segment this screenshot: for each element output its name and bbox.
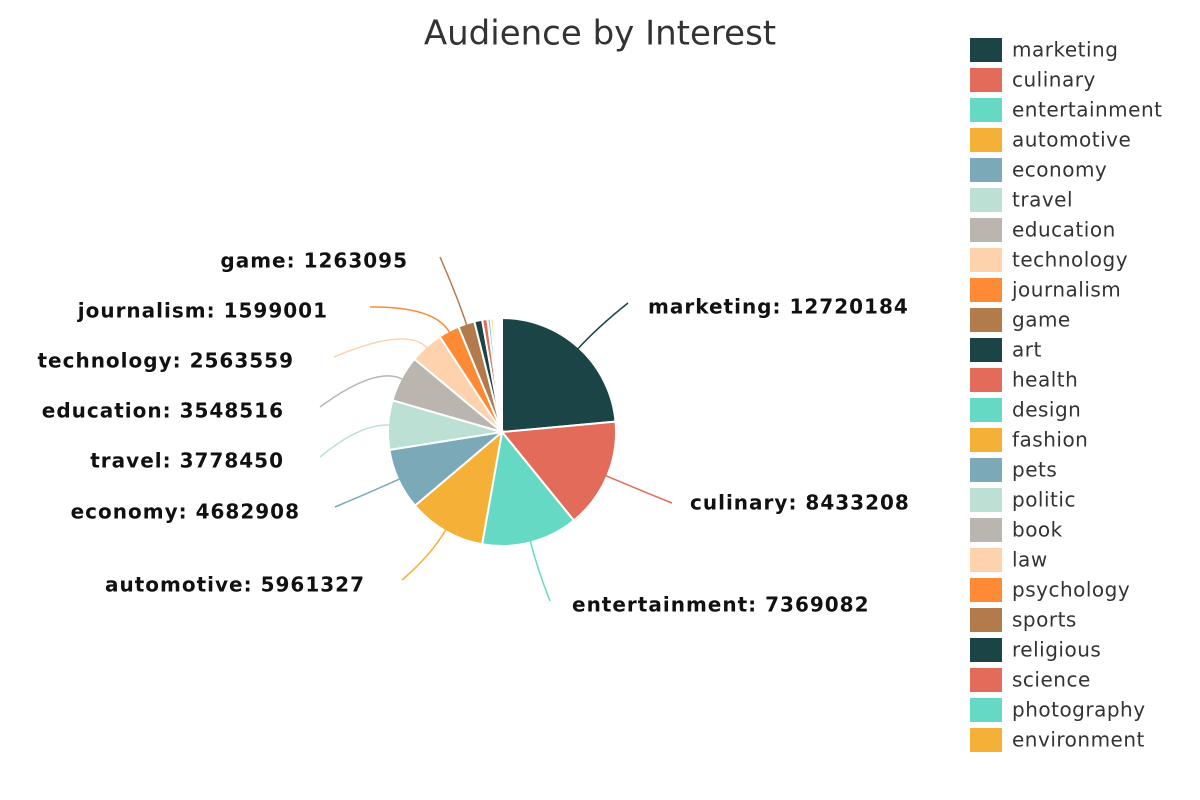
- legend-swatch: [970, 128, 1002, 152]
- legend-swatch: [970, 68, 1002, 92]
- legend-label: law: [1012, 548, 1048, 572]
- data-label: travel: 3778450: [90, 449, 284, 473]
- legend-swatch: [970, 188, 1002, 212]
- legend-swatch: [970, 308, 1002, 332]
- legend-label: culinary: [1012, 68, 1096, 92]
- legend-label: travel: [1012, 188, 1073, 212]
- data-label: education: 3548516: [42, 399, 284, 423]
- leader-line: [604, 474, 673, 504]
- legend-swatch: [970, 728, 1002, 752]
- legend-label: politic: [1012, 488, 1076, 512]
- legend-label: science: [1012, 668, 1091, 692]
- legend-label: religious: [1012, 638, 1101, 662]
- legend-swatch: [970, 638, 1002, 662]
- legend-swatch: [970, 578, 1002, 602]
- data-label: marketing: 12720184: [648, 295, 909, 319]
- legend-swatch: [970, 248, 1002, 272]
- leader-line: [576, 302, 629, 350]
- legend-label: sports: [1012, 608, 1077, 632]
- legend-swatch: [970, 218, 1002, 242]
- legend-label: education: [1012, 218, 1116, 242]
- legend-label: economy: [1012, 158, 1107, 182]
- legend-swatch: [970, 368, 1002, 392]
- legend-swatch: [970, 338, 1002, 362]
- data-label: game: 1263095: [220, 249, 408, 273]
- legend-swatch: [970, 98, 1002, 122]
- legend-label: photography: [1012, 698, 1146, 722]
- leader-line: [369, 306, 451, 334]
- legend-swatch: [970, 668, 1002, 692]
- legend-label: automotive: [1012, 128, 1131, 152]
- leader-line: [333, 338, 429, 358]
- legend-swatch: [970, 428, 1002, 452]
- legend-swatch: [970, 398, 1002, 422]
- legend-label: fashion: [1012, 428, 1088, 452]
- leader-line: [334, 477, 401, 508]
- chart-title: Audience by Interest: [424, 14, 776, 54]
- leader-line: [401, 528, 447, 581]
- legend-label: health: [1012, 368, 1078, 392]
- data-label: entertainment: 7369082: [572, 593, 870, 617]
- legend-label: pets: [1012, 458, 1057, 482]
- data-label: journalism: 1599001: [77, 299, 328, 323]
- legend-label: art: [1012, 338, 1042, 362]
- legend-label: game: [1012, 308, 1071, 332]
- legend-label: environment: [1012, 728, 1145, 752]
- legend-swatch: [970, 518, 1002, 542]
- data-label: economy: 4682908: [71, 500, 300, 524]
- data-label: culinary: 8433208: [690, 491, 910, 515]
- legend-label: marketing: [1012, 38, 1118, 62]
- legend-swatch: [970, 608, 1002, 632]
- legend-swatch: [970, 548, 1002, 572]
- leader-line: [319, 424, 391, 458]
- leader-line: [439, 256, 468, 326]
- legend-label: journalism: [1011, 278, 1121, 302]
- data-label: automotive: 5961327: [105, 573, 365, 597]
- legend-label: psychology: [1012, 578, 1130, 602]
- legend-swatch: [970, 698, 1002, 722]
- legend-swatch: [970, 158, 1002, 182]
- legend-swatch: [970, 38, 1002, 62]
- legend-label: design: [1012, 398, 1081, 422]
- legend-swatch: [970, 488, 1002, 512]
- legend-swatch: [970, 278, 1002, 302]
- pie-slice: [501, 316, 617, 434]
- legend-label: entertainment: [1012, 98, 1162, 122]
- data-label: technology: 2563559: [37, 349, 294, 373]
- legend-label: technology: [1012, 248, 1128, 272]
- leader-line: [529, 540, 551, 602]
- legend-swatch: [970, 458, 1002, 482]
- legend-label: book: [1012, 518, 1063, 542]
- leader-line: [319, 375, 404, 408]
